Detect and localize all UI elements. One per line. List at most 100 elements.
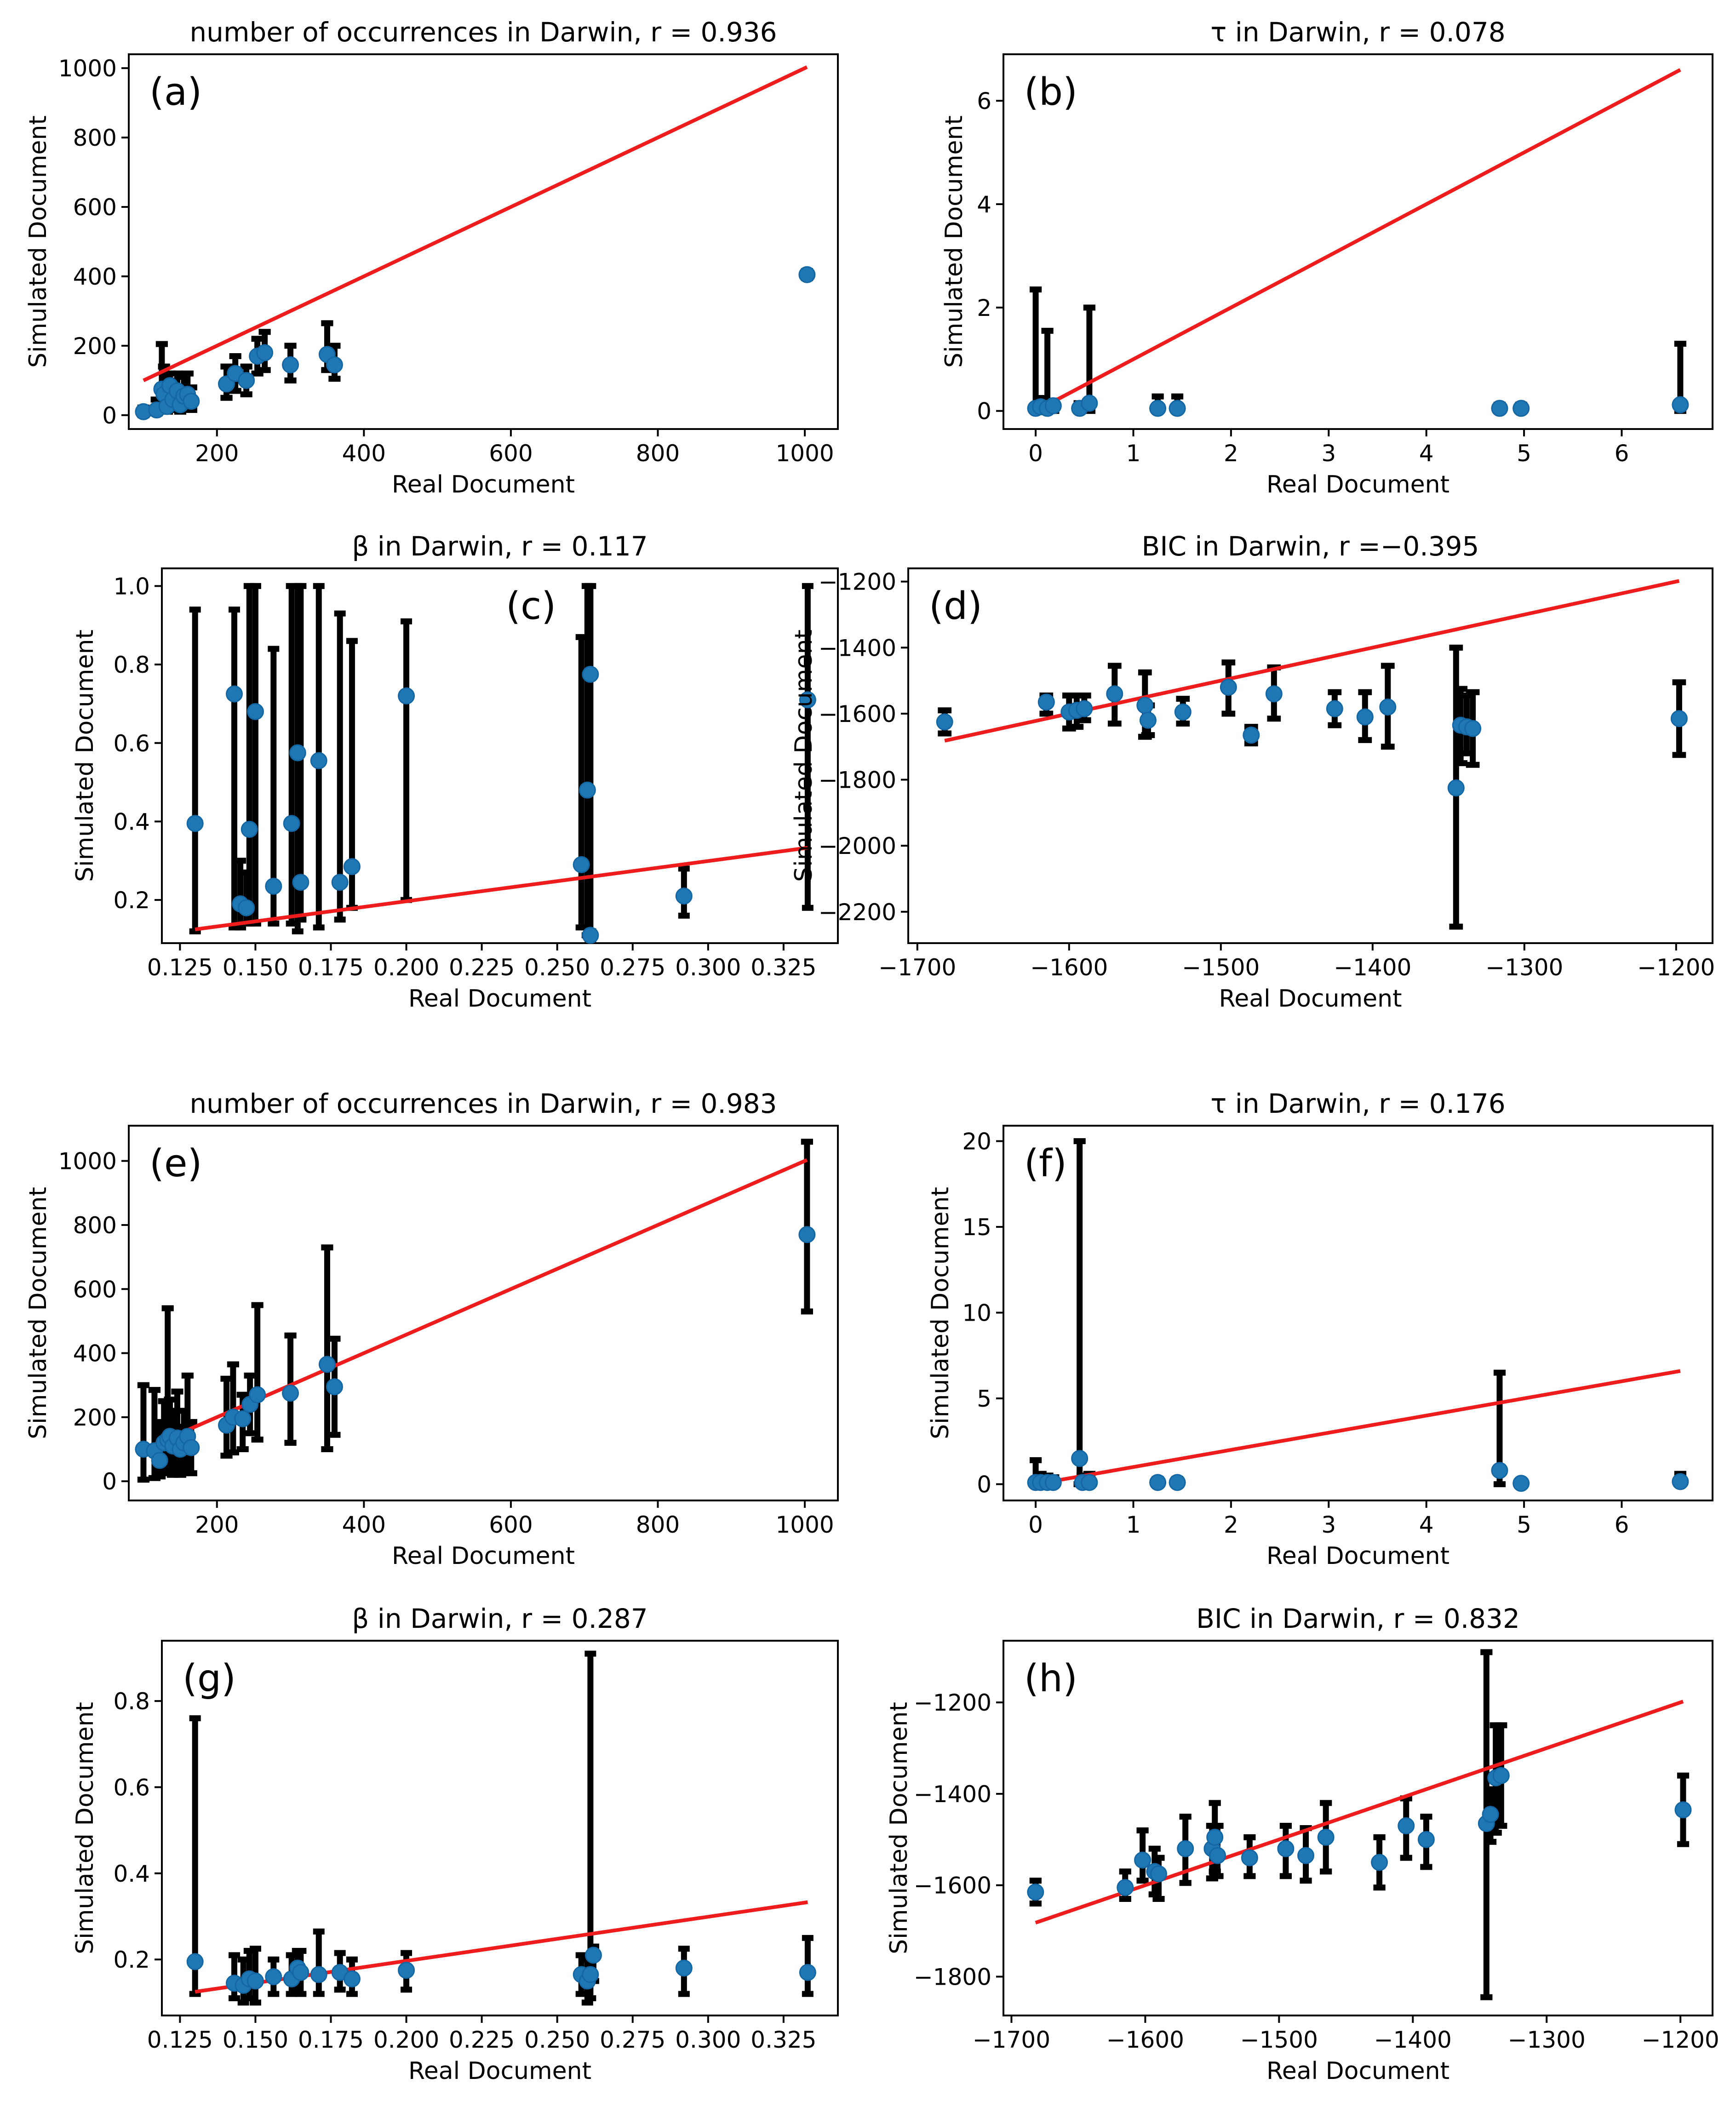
y-axis-label: Simulated Document [940, 115, 968, 368]
data-point [246, 703, 264, 720]
x-tick-label: 0.250 [524, 2027, 590, 2053]
data-point [238, 372, 255, 389]
x-tick-label: 0.300 [675, 954, 741, 981]
x-tick-label: −1500 [1240, 2027, 1318, 2053]
data-point [289, 744, 306, 761]
data-point [234, 1410, 252, 1427]
x-tick-label: 0.175 [298, 2027, 364, 2053]
data-point [573, 856, 590, 873]
y-tick-label: 0.4 [113, 808, 150, 835]
data-point [799, 1964, 816, 1981]
y-tick-label: 1000 [58, 55, 117, 82]
error-bar [313, 1928, 325, 1997]
chart-panel-6: 0 1 2 3 4 5 6 0 5 10 15 20 τ in Darwin, r = 0.176 Rea… [927, 1088, 1713, 1570]
data-point [246, 1972, 264, 1990]
chart-title: number of occurrences in Darwin, r = 0.9… [189, 1088, 777, 1119]
data-point [1356, 708, 1374, 726]
x-tick-label: −1200 [1637, 954, 1715, 981]
x-tick-label: −1400 [1374, 2027, 1452, 2053]
x-axis-label: Real Document [392, 1542, 575, 1570]
y-tick-label: −1400 [819, 635, 896, 661]
x-tick-label: 0.275 [600, 2027, 665, 2053]
x-tick-label: 3 [1321, 1512, 1336, 1538]
y-tick-label: −2200 [819, 899, 896, 926]
x-tick-label: 0.200 [373, 2027, 439, 2053]
x-tick-label: 0.175 [298, 954, 364, 981]
plot-frame [161, 567, 839, 944]
data-point [1326, 700, 1343, 717]
data-point [1169, 400, 1186, 417]
y-tick-label: 6 [977, 88, 991, 115]
plot-frame [907, 567, 1713, 944]
x-tick-label: 0.200 [373, 954, 439, 981]
chart-title: BIC in Darwin, r =−0.395 [1142, 531, 1479, 562]
data-point [1169, 1474, 1186, 1491]
y-tick-label: 0.4 [113, 1861, 150, 1887]
x-tick-label: 0.325 [751, 2027, 816, 2053]
x-tick-label: 0.250 [524, 954, 590, 981]
x-axis-label: Real Document [408, 2057, 591, 2085]
data-point [1177, 1840, 1194, 1857]
data-point [582, 665, 599, 683]
x-tick-label: −1400 [1334, 954, 1411, 981]
y-tick-label: −1600 [914, 1872, 991, 1899]
data-point [1672, 1473, 1689, 1490]
panel-label: (h) [1024, 1657, 1077, 1700]
error-bar [584, 1650, 596, 2002]
x-tick-label: 0.300 [675, 2027, 741, 2053]
data-point [226, 685, 243, 703]
x-tick-label: −1600 [1106, 2027, 1184, 2053]
data-point [1139, 711, 1157, 729]
x-tick-label: 600 [489, 440, 533, 467]
data-point [1149, 400, 1167, 417]
data-point [1081, 395, 1098, 412]
chart-panel-7: 0.125 0.150 0.175 0.200 0.225 0.250 0.275 0.300… [71, 1603, 839, 2085]
x-tick-label: 0.150 [223, 2027, 288, 2053]
error-bar [251, 1302, 264, 1443]
data-point [343, 1970, 361, 1987]
data-point [183, 393, 200, 410]
x-tick-label: 6 [1615, 440, 1629, 467]
data-point [1277, 1840, 1295, 1857]
data-point [1206, 1828, 1224, 1846]
data-point [249, 1386, 266, 1403]
data-point [398, 687, 415, 704]
chart-title: BIC in Darwin, r = 0.832 [1196, 1603, 1520, 1634]
y-axis-label: Simulated Document [71, 1702, 99, 1954]
data-point [1027, 1884, 1044, 1901]
data-point [1482, 1806, 1499, 1823]
data-point [398, 1962, 415, 1979]
data-point [1492, 1767, 1510, 1784]
x-tick-label: −1200 [1642, 2027, 1719, 2053]
y-tick-label: −1800 [914, 1964, 991, 1991]
plot-frame [1003, 53, 1713, 430]
x-tick-label: −1500 [1182, 954, 1260, 981]
data-point [1447, 779, 1465, 797]
y-axis-label: Simulated Document [885, 1702, 913, 1954]
data-point [1134, 1851, 1152, 1869]
x-tick-label: 0.125 [147, 954, 213, 981]
data-point [1297, 1847, 1315, 1864]
x-tick-label: 800 [636, 1512, 680, 1538]
x-tick-label: −1600 [1030, 954, 1108, 981]
x-axis-label: Real Document [1266, 1542, 1450, 1570]
data-point [326, 1378, 343, 1396]
error-bar [321, 1244, 333, 1453]
fit-line [1035, 68, 1681, 413]
x-tick-label: −1700 [973, 2027, 1050, 2053]
data-point [1044, 1474, 1062, 1491]
x-axis-label: Real Document [392, 471, 575, 498]
data-point [799, 691, 816, 709]
data-point [1672, 396, 1689, 413]
y-tick-label: 0.8 [113, 1688, 150, 1715]
data-point [292, 874, 309, 891]
chart-panel-8: −1700 −1600 −1500 −1400 −1300 −1200 −1800 −1600… [885, 1603, 1719, 2085]
data-point [186, 1953, 204, 1970]
data-point [1317, 1828, 1335, 1846]
chart-panel-3: 0.125 0.150 0.175 0.200 0.225 0.250 0.275 0.300… [71, 531, 839, 1013]
x-tick-label: 0 [1028, 440, 1043, 467]
x-tick-label: 0 [1028, 1512, 1043, 1538]
data-point [1417, 1831, 1435, 1848]
y-tick-label: 0.2 [113, 887, 150, 914]
x-tick-label: 1 [1126, 440, 1141, 467]
